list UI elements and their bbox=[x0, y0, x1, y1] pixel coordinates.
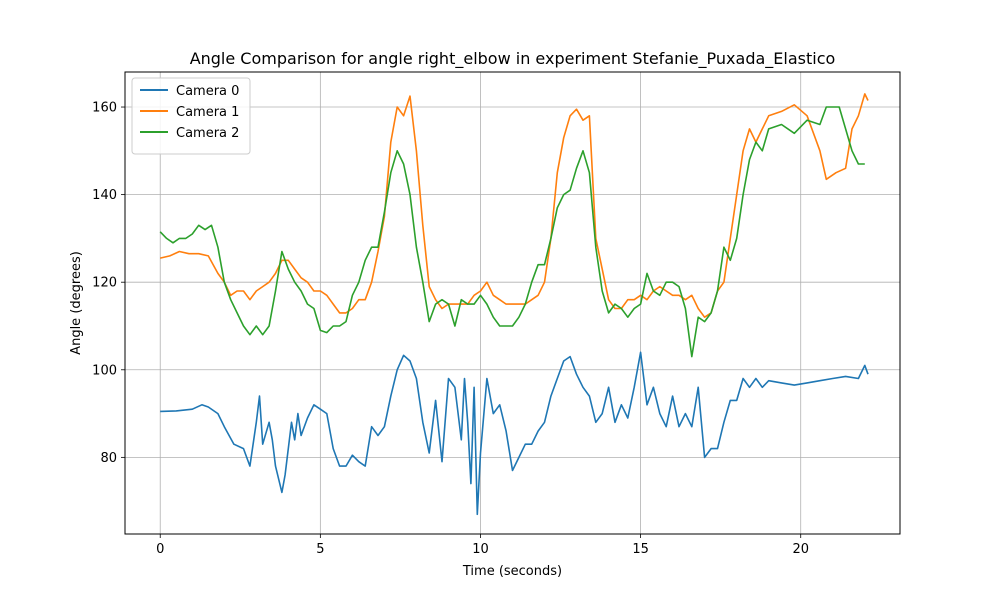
plot-frame bbox=[124, 71, 901, 535]
x-tick-label: 10 bbox=[472, 542, 489, 557]
series-line-camera-1 bbox=[160, 93, 869, 318]
x-tick-label: 5 bbox=[316, 542, 324, 557]
grid-layer bbox=[125, 72, 900, 534]
series-line-camera-0 bbox=[160, 351, 869, 516]
chart-title: Angle Comparison for angle right_elbow i… bbox=[190, 49, 836, 69]
legend-box bbox=[131, 77, 251, 155]
legend-label: Camera 0 bbox=[176, 84, 239, 99]
y-tick-label: 100 bbox=[92, 363, 117, 378]
y-tick-label: 80 bbox=[100, 451, 117, 466]
y-axis-title: Angle (degrees) bbox=[69, 251, 84, 355]
x-tick-label: 20 bbox=[792, 542, 809, 557]
legend: Camera 0 Camera 1 Camera 2 bbox=[131, 77, 251, 155]
legend-label: Camera 1 bbox=[176, 105, 239, 120]
series-line-camera-2 bbox=[159, 106, 865, 358]
x-tick-label: 0 bbox=[156, 542, 164, 557]
y-tick-label: 140 bbox=[92, 188, 117, 203]
series-layer bbox=[159, 93, 869, 516]
legend-label: Camera 2 bbox=[176, 126, 239, 141]
x-axis-title: Time (seconds) bbox=[462, 564, 562, 579]
tick-layer: 0 5 10 15 20 80 100 120 140 160 bbox=[92, 101, 809, 557]
y-tick-label: 120 bbox=[92, 276, 117, 291]
y-tick-label: 160 bbox=[92, 101, 117, 116]
x-tick-label: 15 bbox=[632, 542, 649, 557]
